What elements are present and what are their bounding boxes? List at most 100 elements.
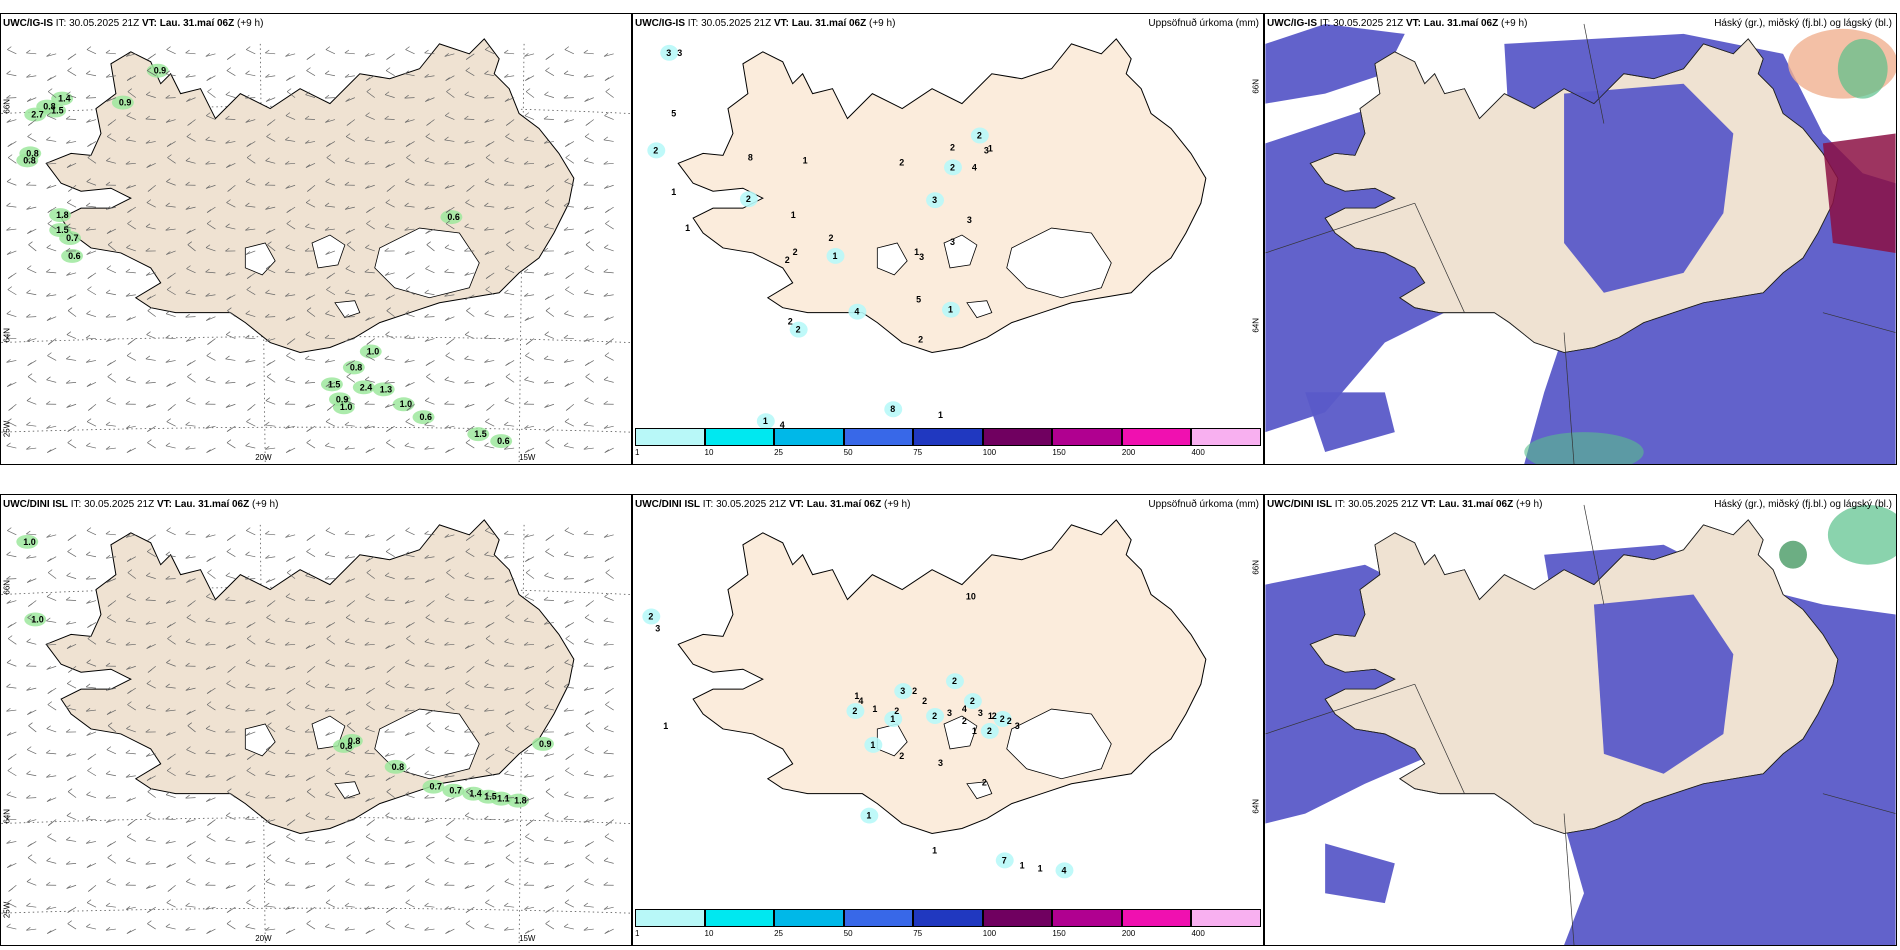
precip-value-label: 1 <box>1020 860 1025 870</box>
colorbar: 1 10 25 50 75 100 150 200 400 <box>635 909 1261 943</box>
colorbar-tick-label: 200 <box>1121 448 1136 457</box>
precip-value-label: 3 <box>655 623 660 633</box>
panel-bottom-right: UWC/DINI ISL IT: 30.05.2025 21Z VT: Lau.… <box>1264 494 1897 946</box>
colorbar-swatch <box>1052 428 1122 446</box>
precip-value-label: 0.9 <box>539 739 551 749</box>
precip-value-label: 3 <box>950 237 955 247</box>
colorbar-tick-label: 400 <box>1191 929 1205 938</box>
lat-label: 64N <box>2 809 11 824</box>
precip-value-label: 3 <box>1015 721 1020 731</box>
panel-right-title: Uppsöfnuð úrkoma (mm) <box>1148 18 1259 29</box>
precip-value-label: 1 <box>872 704 877 714</box>
lon-label: 20W <box>255 453 272 462</box>
colorbar-tick-label: 75 <box>913 448 923 457</box>
panel-bottom-middle: UWC/DINI ISL IT: 30.05.2025 21Z VT: Lau.… <box>632 494 1264 946</box>
precip-value-label: 2 <box>796 325 801 335</box>
precip-value-label: 0.7 <box>449 786 461 796</box>
colorbar-swatch <box>1191 909 1261 927</box>
colorbar-swatch <box>704 428 775 446</box>
precip-value-label: 1 <box>988 143 993 153</box>
precip-value-label: 1 <box>791 210 796 220</box>
precip-value-label: 1 <box>854 691 859 701</box>
colorbar-tick-label: 150 <box>1052 929 1066 938</box>
precip-value-label: 8 <box>748 152 753 162</box>
colorbar-tick-label: 1 <box>635 448 640 457</box>
precip-value-label: 1 <box>890 714 895 724</box>
precip-value-label: 2 <box>788 317 793 327</box>
precip-value-label: 3 <box>967 215 972 225</box>
precip-value-label: 3 <box>666 48 671 58</box>
colorbar: 1 10 25 50 75 100 150 200 400 <box>635 428 1261 462</box>
precip-value-label: 3 <box>938 758 943 768</box>
colorbar-tick-label: 150 <box>1052 448 1066 457</box>
colorbar-swatch <box>1191 428 1261 446</box>
precip-value-label: 0.6 <box>420 412 432 422</box>
precip-value-label: 2 <box>894 706 899 716</box>
precip-value-label: 2 <box>899 157 904 167</box>
lat-label: 25W <box>2 901 11 918</box>
precip-value-label: 2 <box>952 676 957 686</box>
precip-value-label: 1 <box>938 410 943 420</box>
precip-value-label: 1.8 <box>514 796 526 806</box>
precip-value-label: 1.0 <box>23 537 35 547</box>
panel-right-title: Háský (gr.), miðský (fj.bl.) og lágský (… <box>1714 499 1892 510</box>
precip-value-label: 1.5 <box>328 379 340 389</box>
lat-label: 64N <box>1252 318 1261 333</box>
precip-value-label: 2 <box>977 130 982 140</box>
precip-value-label: 2 <box>932 711 937 721</box>
precip-value-label: 0.8 <box>340 741 352 751</box>
colorbar-swatch <box>704 909 775 927</box>
precip-value-label: 2 <box>987 726 992 736</box>
precip-value-label: 1 <box>866 811 871 821</box>
precip-value-label: 0.8 <box>350 362 362 372</box>
panel-title: UWC/IG-IS IT: 30.05.2025 21Z VT: Lau. 31… <box>3 18 264 29</box>
colorbar-swatch <box>913 428 983 446</box>
precip-value-label: 1.0 <box>367 346 379 356</box>
precip-value-label: 2 <box>982 778 987 788</box>
precip-value-label: 2 <box>1000 714 1005 724</box>
panel-right-title: Háský (gr.), miðský (fj.bl.) og lágský (… <box>1714 18 1892 29</box>
precip-value-label: 2 <box>962 716 967 726</box>
panel-title: UWC/IG-IS IT: 30.05.2025 21Z VT: Lau. 31… <box>1267 18 1528 29</box>
precip-value-label: 0.9 <box>336 394 348 404</box>
precip-value-label: 4 <box>854 307 859 317</box>
colorbar-tick-label: 200 <box>1121 929 1136 938</box>
precip-value-label: 2 <box>922 696 927 706</box>
precip-value-label: 2.4 <box>360 382 372 392</box>
colorbar-tick-label: 10 <box>704 448 714 457</box>
precip-value-label: 8 <box>890 404 895 414</box>
colorbar-tick-label: 50 <box>843 929 853 938</box>
precip-value-label: 2 <box>785 255 790 265</box>
precip-value-label: 4 <box>858 696 863 706</box>
lat-label: 66N <box>2 580 11 595</box>
panel-title: UWC/DINI ISL IT: 30.05.2025 21Z VT: Lau.… <box>1267 499 1543 510</box>
panel-right-title: Uppsöfnuð úrkoma (mm) <box>1148 499 1259 510</box>
lat-label: 64N <box>1252 799 1261 814</box>
precip-value-label: 1.4 <box>469 789 481 799</box>
precip-value-label: 1 <box>1038 863 1043 873</box>
precip-value-label: 3 <box>978 708 983 718</box>
cloud-cover-map <box>1265 495 1896 945</box>
precip-value-label: 1 <box>932 845 937 855</box>
precip-value-label: 0.8 <box>43 102 55 112</box>
colorbar-swatch <box>1121 428 1192 446</box>
colorbar-swatch <box>982 428 1053 446</box>
precip-value-label: 1 <box>948 305 953 315</box>
precip-value-label: 1.1 <box>497 794 509 804</box>
colorbar-swatch <box>635 428 705 446</box>
wind-precip-map: 0.91.40.81.52.70.90.80.81.81.50.70.60.61… <box>1 38 631 464</box>
panel-title: UWC/DINI ISL IT: 30.05.2025 21Z VT: Lau.… <box>635 499 911 510</box>
precip-value-label: 1 <box>671 187 676 197</box>
colorbar-tick-label: 100 <box>982 929 997 938</box>
precip-value-label: 1 <box>870 740 875 750</box>
panel-title: UWC/DINI ISL IT: 30.05.2025 21Z VT: Lau.… <box>3 499 279 510</box>
precip-value-label: 7 <box>1002 855 1007 865</box>
precip-value-label: 2 <box>852 706 857 716</box>
panel-top-left: UWC/IG-IS IT: 30.05.2025 21Z VT: Lau. 31… <box>0 13 632 465</box>
precip-value-label: 1 <box>803 155 808 165</box>
precip-value-label: 2 <box>1007 716 1012 726</box>
precip-value-label: 0.9 <box>119 98 131 108</box>
lon-label: 15W <box>519 934 536 943</box>
